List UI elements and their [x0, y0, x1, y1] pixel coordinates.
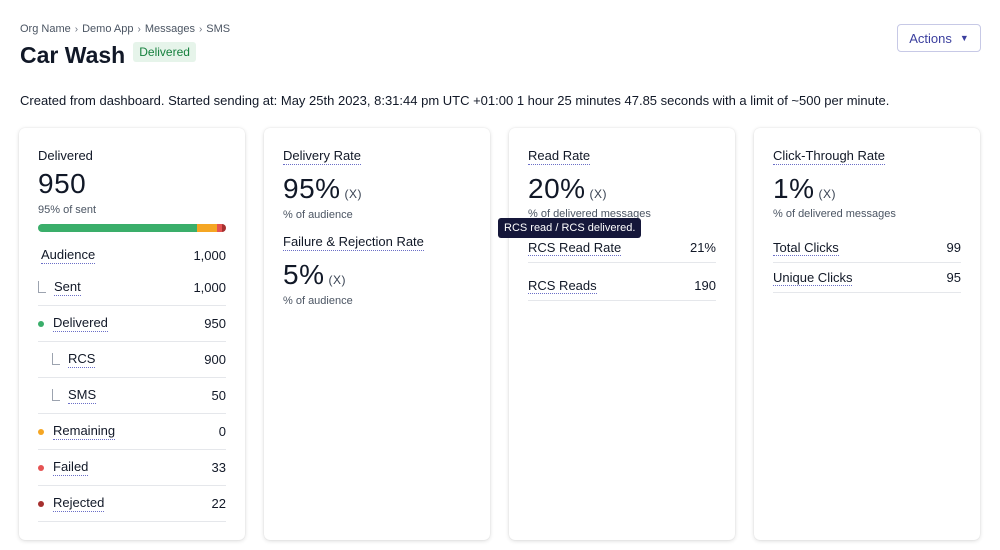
- tree-branch-icon: [38, 280, 46, 293]
- unique-clicks-label[interactable]: Unique Clicks: [773, 269, 853, 286]
- progress-segment-delivered: [38, 224, 197, 232]
- tree-branch-icon: [52, 352, 60, 365]
- delivery-rate-number: 95%: [283, 173, 341, 204]
- delivery-rate-sub: % of audience: [283, 209, 353, 221]
- stat-row-sent: Sent 1,000: [38, 270, 226, 306]
- delivered-value: 950: [38, 168, 87, 199]
- tree-branch-icon: [52, 388, 60, 401]
- page-title: Car Wash: [20, 42, 126, 68]
- failure-rate-suffix: (X): [328, 273, 346, 287]
- audience-label[interactable]: Audience: [41, 246, 96, 264]
- failed-dot-icon: [38, 464, 44, 471]
- delivered-label: Delivered: [38, 148, 93, 163]
- rcs-label[interactable]: RCS: [68, 351, 96, 368]
- read-rate-label[interactable]: Read Rate: [528, 148, 591, 165]
- actions-label: Actions: [909, 30, 952, 46]
- failure-rate-number: 5%: [283, 259, 325, 290]
- stat-row-unique-clicks: Unique Clicks 95: [773, 263, 961, 293]
- delivery-rate-value: 95% (X): [283, 173, 362, 205]
- failed-value: 33: [211, 460, 226, 475]
- delivered-row-value: 950: [204, 316, 226, 331]
- breadcrumb-separator: ›: [198, 23, 203, 35]
- stat-row-remaining: Remaining 0: [38, 414, 226, 450]
- progress-segment-remaining: [196, 224, 217, 232]
- breadcrumb-sms[interactable]: SMS: [206, 23, 231, 35]
- stat-row-delivered: Delivered 950: [38, 306, 226, 342]
- failure-rate-sub: % of audience: [283, 295, 353, 307]
- stat-row-failed: Failed 33: [38, 450, 226, 486]
- stat-row-rcs: RCS 900: [38, 342, 226, 378]
- unique-clicks-value: 95: [946, 270, 961, 285]
- send-description: Created from dashboard. Started sending …: [20, 93, 890, 108]
- click-through-value: 1% (X): [773, 173, 836, 205]
- stat-row-rcs-reads: RCS Reads 190: [528, 271, 716, 301]
- title-row: Car Wash Delivered: [20, 41, 196, 69]
- rejected-value: 22: [211, 496, 226, 511]
- read-rate-number: 20%: [528, 173, 586, 204]
- total-clicks-value: 99: [946, 240, 961, 255]
- rejected-label[interactable]: Rejected: [53, 495, 105, 512]
- sms-value: 50: [211, 388, 226, 403]
- failure-rate-value: 5% (X): [283, 259, 346, 291]
- status-badge: Delivered: [133, 41, 196, 62]
- audience-value: 1,000: [193, 247, 226, 263]
- remaining-label[interactable]: Remaining: [53, 423, 116, 440]
- sms-label[interactable]: SMS: [68, 387, 97, 404]
- read-rate-suffix: (X): [589, 187, 608, 201]
- breadcrumb-messages[interactable]: Messages: [144, 23, 195, 35]
- delivered-sub: 95% of sent: [38, 204, 97, 216]
- delivery-rate-label[interactable]: Delivery Rate: [283, 148, 362, 165]
- progress-segment-failed: [216, 224, 223, 232]
- caret-down-icon: ▼: [959, 33, 969, 43]
- failure-rate-label[interactable]: Failure & Rejection Rate: [283, 234, 424, 251]
- tooltip: RCS read / RCS delivered.: [498, 218, 642, 238]
- actions-button[interactable]: Actions ▼: [897, 24, 981, 52]
- sent-label[interactable]: Sent: [54, 279, 81, 296]
- rcs-reads-label[interactable]: RCS Reads: [528, 277, 597, 294]
- total-clicks-label[interactable]: Total Clicks: [773, 239, 839, 256]
- remaining-dot-icon: [38, 428, 44, 435]
- stat-row-rejected: Rejected 22: [38, 486, 226, 522]
- delivered-row-label[interactable]: Delivered: [53, 315, 108, 332]
- read-rate-sub: % of delivered messages: [528, 208, 651, 220]
- rcs-value: 900: [204, 352, 226, 367]
- sent-value: 1,000: [193, 280, 226, 295]
- breadcrumb: Org Name › Demo App › Messages › SMS: [20, 23, 230, 35]
- breadcrumb-org[interactable]: Org Name: [20, 23, 71, 35]
- rcs-reads-value: 190: [694, 278, 716, 293]
- read-rate-card: Read Rate 20% (X) % of delivered messages…: [509, 128, 735, 540]
- progress-segment-rejected: [222, 224, 226, 232]
- delivery-rate-suffix: (X): [344, 187, 363, 201]
- remaining-value: 0: [218, 424, 226, 439]
- delivered-dot-icon: [38, 320, 44, 327]
- click-through-label[interactable]: Click-Through Rate: [773, 148, 885, 165]
- delivered-card: Delivered 950 95% of sent Audience 1,000…: [19, 128, 245, 540]
- read-rate-value: 20% (X): [528, 173, 607, 205]
- delivery-progress-bar: [38, 224, 226, 232]
- rcs-read-rate-label[interactable]: RCS Read Rate: [528, 239, 622, 256]
- stat-row-audience: Audience 1,000: [38, 240, 226, 270]
- breadcrumb-separator: ›: [74, 23, 79, 35]
- rejected-dot-icon: [38, 500, 44, 507]
- stat-row-sms: SMS 50: [38, 378, 226, 414]
- breadcrumb-app[interactable]: Demo App: [82, 23, 134, 35]
- rcs-read-rate-value: 21%: [689, 240, 716, 255]
- stat-row-rcs-read-rate: RCS Read Rate 21%: [528, 233, 716, 263]
- delivery-rate-card: Delivery Rate 95% (X) % of audience Failu…: [264, 128, 490, 540]
- click-through-suffix: (X): [818, 187, 836, 201]
- click-through-number: 1%: [773, 173, 815, 204]
- click-through-sub: % of delivered messages: [773, 208, 896, 220]
- click-through-card: Click-Through Rate 1% (X) % of delivered …: [754, 128, 980, 540]
- stat-row-total-clicks: Total Clicks 99: [773, 233, 961, 263]
- breadcrumb-separator: ›: [137, 23, 141, 35]
- failed-label[interactable]: Failed: [53, 459, 89, 476]
